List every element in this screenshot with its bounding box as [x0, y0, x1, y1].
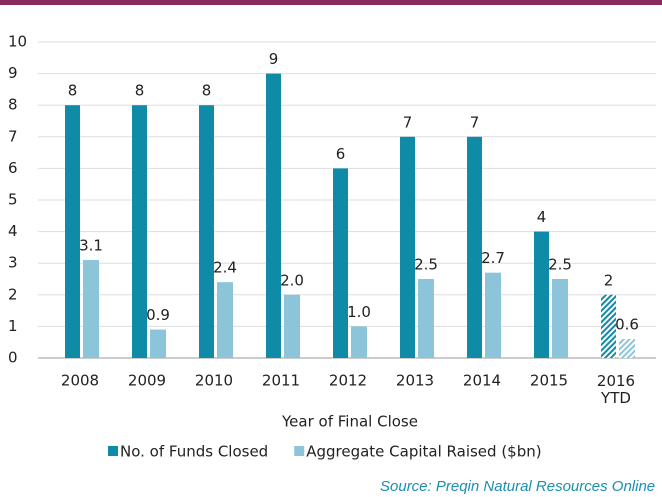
- y-tick-label: 0: [8, 349, 18, 367]
- x-tick-label: 2013: [396, 372, 434, 390]
- data-label: 1.0: [347, 303, 371, 321]
- bar: [150, 329, 166, 358]
- y-tick-label: 10: [8, 33, 27, 51]
- bar: [467, 136, 482, 358]
- bar: [65, 105, 80, 358]
- data-label: 6: [336, 145, 346, 163]
- data-label: 2.0: [280, 271, 304, 289]
- bar: [619, 339, 635, 358]
- y-tick-label: 1: [8, 317, 18, 335]
- data-label: 2.4: [213, 259, 237, 277]
- data-label: 2.7: [481, 249, 505, 267]
- data-label: 0.9: [146, 306, 170, 324]
- y-tick-label: 3: [8, 254, 18, 272]
- x-tick-label: 2016 YTD: [597, 372, 635, 407]
- bar: [83, 260, 99, 358]
- bar: [534, 231, 549, 358]
- source: Source: Preqin Natural Resources Online: [380, 478, 655, 495]
- bar: [333, 168, 348, 358]
- legend-label: Aggregate Capital Raised ($bn): [306, 443, 541, 461]
- x-tick-label: 2009: [128, 372, 166, 390]
- data-label: 2: [604, 271, 614, 289]
- y-tick-label: 9: [8, 64, 18, 82]
- y-tick-label: 7: [8, 127, 18, 145]
- data-label: 7: [470, 113, 480, 131]
- data-label: 4: [537, 208, 547, 226]
- y-tick-label: 8: [8, 96, 18, 114]
- bar: [418, 279, 434, 358]
- y-tick-label: 2: [8, 285, 18, 303]
- x-axis-title: Year of Final Close: [281, 413, 418, 431]
- data-label: 2.5: [548, 256, 572, 274]
- x-tick-label: 2010: [195, 372, 233, 390]
- data-label: 3.1: [79, 237, 103, 255]
- data-label: 0.6: [615, 316, 639, 334]
- data-label: 2.5: [414, 256, 438, 274]
- y-tick-label: 4: [8, 222, 18, 240]
- bar: [601, 294, 616, 358]
- bar: [351, 326, 367, 358]
- x-tick-label: 2015: [530, 372, 568, 390]
- bar: [132, 105, 147, 358]
- data-label: 7: [403, 113, 413, 131]
- bar: [485, 272, 501, 358]
- legend-label: No. of Funds Closed: [120, 443, 268, 461]
- x-tick-label: 2014: [463, 372, 501, 390]
- legend-swatch: [294, 446, 305, 456]
- top-rule: [0, 0, 662, 5]
- data-label: 8: [135, 82, 145, 100]
- data-label: 8: [68, 82, 78, 100]
- bar: [284, 294, 300, 358]
- y-tick-label: 5: [8, 191, 18, 209]
- bar: [266, 73, 281, 358]
- bar: [400, 136, 415, 358]
- x-tick-label: 2012: [329, 372, 367, 390]
- bar: [199, 105, 214, 358]
- x-tick-label: 2008: [61, 372, 99, 390]
- data-label: 8: [202, 82, 212, 100]
- bar: [217, 282, 233, 358]
- legend-swatch: [108, 446, 118, 456]
- x-tick-label: 2011: [262, 372, 300, 390]
- y-tick-label: 6: [8, 159, 18, 177]
- data-label: 9: [269, 50, 279, 68]
- bar: [552, 279, 568, 358]
